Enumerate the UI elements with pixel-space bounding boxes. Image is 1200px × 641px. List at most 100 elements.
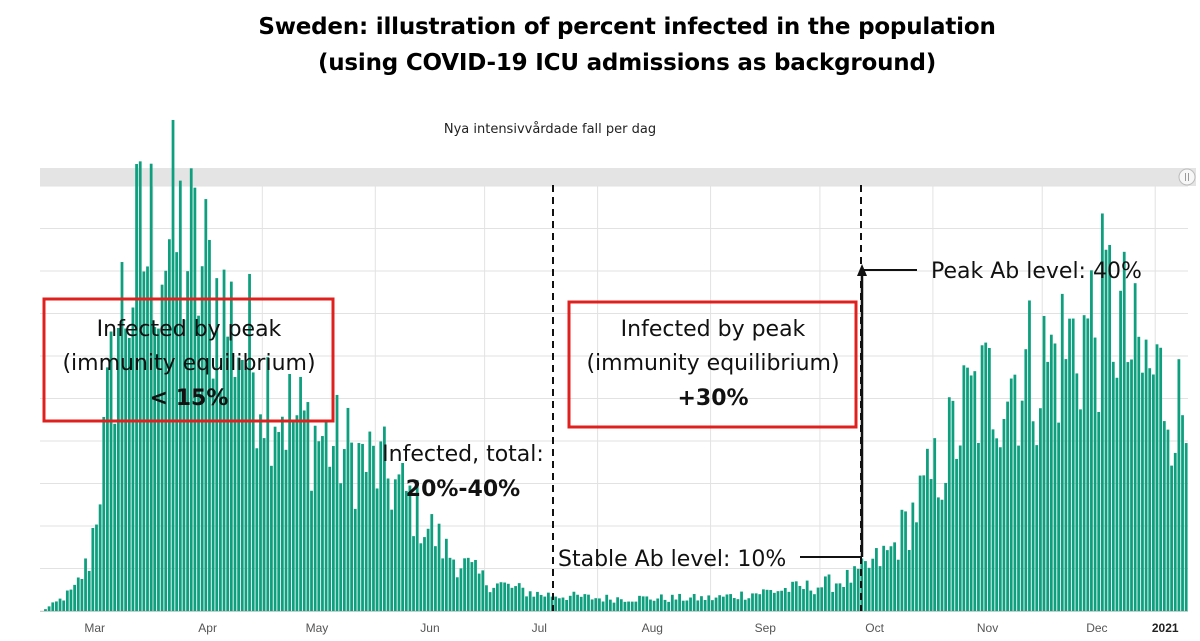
data-bar: [670, 594, 674, 611]
data-bar: [616, 597, 620, 611]
data-bar: [1100, 213, 1104, 611]
data-bar: [510, 587, 514, 611]
data-bar: [987, 347, 991, 611]
data-bar: [335, 394, 339, 611]
data-bar: [933, 438, 937, 611]
data-bar: [875, 548, 878, 611]
data-bar: [361, 443, 364, 611]
data-bar: [805, 580, 809, 611]
data-bar: [390, 509, 394, 611]
data-bar: [608, 599, 612, 611]
data-bar: [459, 568, 463, 611]
data-bar: [463, 558, 466, 611]
data-bar: [91, 527, 95, 611]
data-bar: [266, 357, 270, 611]
data-bar: [1086, 318, 1090, 611]
data-bar: [474, 559, 477, 611]
data-bar: [1126, 362, 1130, 611]
data-bar: [966, 367, 969, 611]
data-bar: [149, 163, 153, 612]
data-bar: [678, 593, 681, 611]
data-bar: [339, 483, 343, 611]
data-bar: [346, 407, 350, 611]
data-bar: [44, 609, 47, 611]
data-bar: [506, 583, 510, 611]
data-bar: [951, 400, 955, 611]
data-bar: [1162, 421, 1166, 611]
data-bar: [1181, 415, 1184, 611]
data-bar: [878, 566, 882, 611]
data-bar: [393, 479, 397, 611]
data-bar: [973, 371, 977, 611]
x-tick-label: Sep: [755, 621, 777, 635]
data-bar: [656, 598, 660, 611]
range-navigator[interactable]: [40, 168, 1196, 186]
data-bar: [277, 432, 281, 611]
data-bar: [776, 591, 780, 611]
data-bar: [1035, 445, 1039, 611]
chart-subtitle: Nya intensivvårdade fall per dag: [443, 122, 657, 137]
data-bar: [47, 606, 51, 611]
x-tick-label: Aug: [642, 621, 663, 635]
data-bar: [587, 594, 590, 611]
data-bar: [977, 442, 980, 611]
data-bar: [80, 578, 84, 611]
data-bar: [87, 570, 91, 611]
data-bar: [120, 262, 124, 611]
data-bar: [926, 448, 929, 611]
data-bar: [1133, 283, 1137, 611]
x-tick-label: May: [306, 621, 329, 635]
data-bar: [638, 595, 641, 611]
data-bar: [554, 596, 558, 611]
data-bar: [353, 508, 357, 611]
data-bar: [718, 595, 722, 611]
data-bar: [900, 509, 904, 611]
data-bar: [357, 443, 361, 611]
navigator-track: [40, 168, 1196, 186]
data-bar: [477, 573, 481, 611]
data-bar: [813, 594, 816, 611]
annotation-stable-ab-level: Stable Ab level: 10%: [558, 547, 786, 572]
data-bar: [280, 416, 284, 611]
x-tick-label: Nov: [977, 621, 998, 635]
data-bar: [1082, 315, 1086, 611]
data-bar: [208, 239, 211, 611]
annotation-infected-total-value: 20%-40%: [406, 477, 520, 502]
data-bar: [328, 466, 332, 611]
data-bar: [189, 168, 193, 611]
data-bar: [915, 522, 918, 611]
data-bar: [58, 598, 62, 611]
data-bar: [714, 597, 718, 611]
data-bar: [845, 569, 849, 611]
navigator-handle[interactable]: [1178, 168, 1196, 186]
data-bar: [922, 475, 926, 611]
data-bar: [342, 449, 346, 611]
data-bar: [215, 278, 219, 611]
data-bar: [743, 599, 747, 611]
data-bar: [557, 598, 561, 611]
data-bar: [423, 537, 426, 611]
data-bar: [1130, 359, 1133, 611]
data-bar: [998, 447, 1002, 611]
data-bar: [492, 587, 496, 611]
data-bar: [842, 586, 845, 611]
data-bar: [649, 599, 652, 611]
data-bar: [721, 596, 725, 611]
data-bar: [798, 585, 802, 611]
data-bar: [659, 594, 663, 611]
data-bar: [780, 590, 784, 611]
data-bar: [627, 601, 630, 611]
data-bar: [146, 266, 149, 611]
data-bar: [485, 585, 488, 611]
data-bar: [131, 307, 135, 611]
data-bar: [525, 596, 528, 611]
x-tick-label: 2021: [1152, 621, 1179, 635]
data-bar: [273, 426, 277, 611]
data-bar: [696, 600, 700, 611]
data-bar: [364, 471, 368, 611]
data-bar: [896, 559, 900, 611]
data-bar: [703, 599, 707, 611]
data-bar: [831, 591, 835, 611]
data-bar: [918, 475, 922, 611]
data-bar: [1151, 374, 1155, 611]
